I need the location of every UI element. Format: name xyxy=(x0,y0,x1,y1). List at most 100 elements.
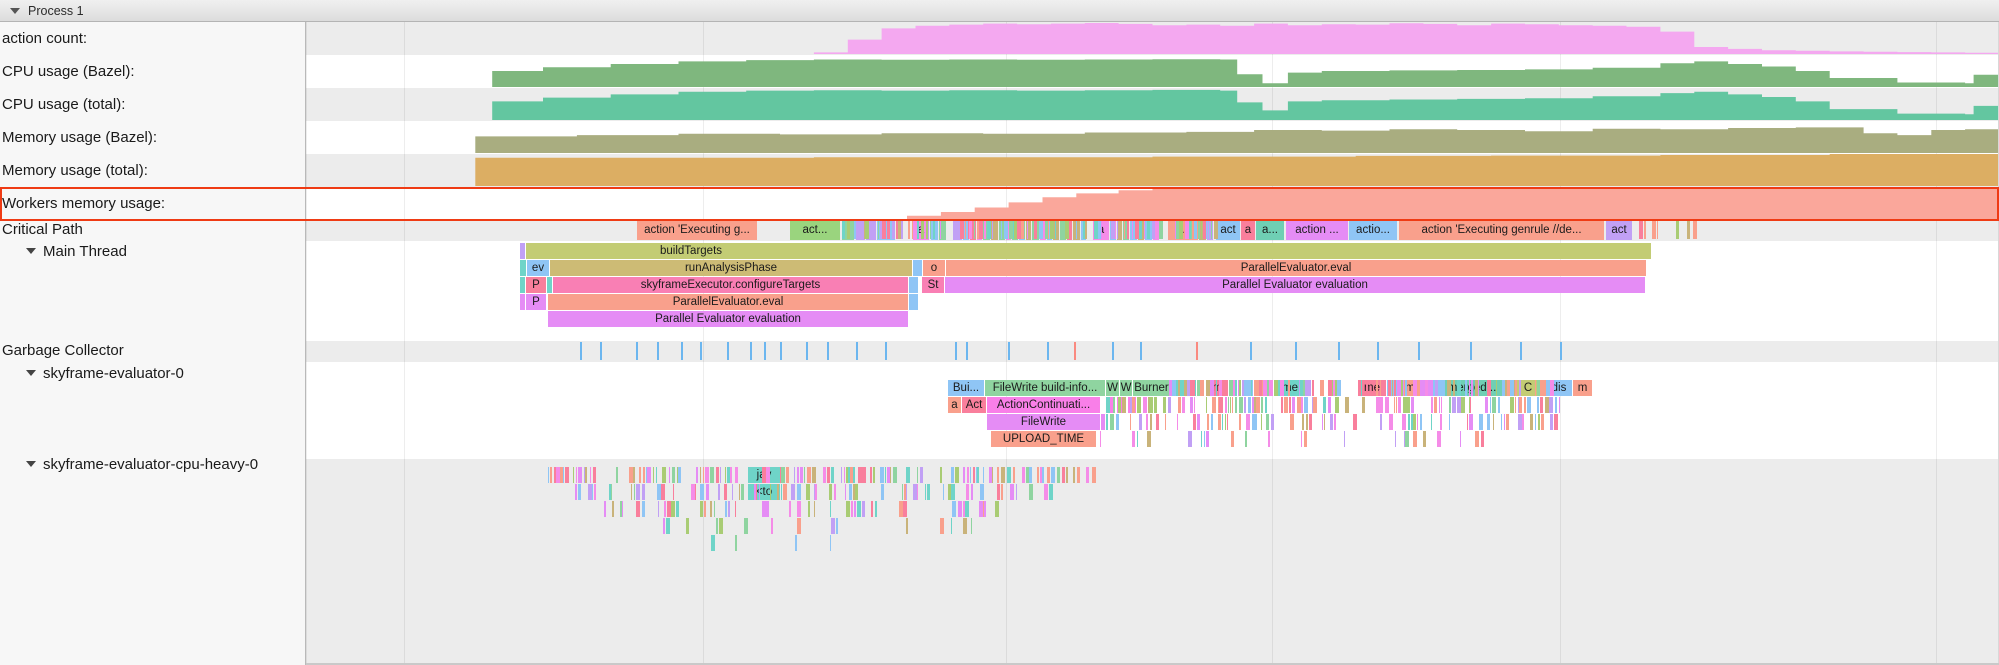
critical-path-slice[interactable] xyxy=(984,221,986,239)
skyframe-evaluator-cpu-heavy-0-slice[interactable] xyxy=(636,484,640,500)
skyframe-evaluator-0-slice[interactable] xyxy=(1292,397,1295,413)
skyframe-evaluator-cpu-heavy-0-slice[interactable] xyxy=(808,501,810,517)
critical-path-slice[interactable]: action 'Executing g... xyxy=(637,221,757,240)
skyframe-evaluator-cpu-heavy-0-slice[interactable] xyxy=(977,467,979,483)
skyframe-evaluator-0-slice[interactable] xyxy=(1150,414,1152,430)
critical-path-slice[interactable] xyxy=(983,221,990,240)
critical-path-slice[interactable] xyxy=(1135,221,1139,239)
critical-path-slice[interactable] xyxy=(1060,221,1066,240)
skyframe-evaluator-cpu-heavy-0-slice[interactable] xyxy=(973,467,975,483)
skyframe-evaluator-cpu-heavy-0-slice[interactable] xyxy=(971,484,973,500)
skyframe-evaluator-0-slice[interactable] xyxy=(1330,414,1333,430)
critical-path-slice[interactable] xyxy=(933,221,935,239)
skyframe-evaluator-cpu-heavy-0-slice[interactable] xyxy=(762,467,766,483)
skyframe-evaluator-0-slice[interactable] xyxy=(1541,380,1544,396)
skyframe-evaluator-cpu-heavy-0-slice[interactable] xyxy=(1092,467,1096,483)
skyframe-evaluator-0-slice[interactable] xyxy=(1190,397,1193,413)
skyframe-evaluator-0-slice[interactable] xyxy=(1254,397,1256,413)
skyframe-evaluator-0-slice[interactable] xyxy=(1411,397,1414,413)
skyframe-evaluator-cpu-heavy-0-slice[interactable] xyxy=(812,467,816,483)
skyframe-evaluator-0-slice[interactable] xyxy=(1487,380,1491,396)
skyframe-evaluator-cpu-heavy-0-slice[interactable] xyxy=(653,467,654,483)
skyframe-evaluator-cpu-heavy-0-slice[interactable] xyxy=(951,467,954,483)
skyframe-evaluator-0-slice[interactable] xyxy=(1404,431,1405,447)
skyframe-evaluator-cpu-heavy-0-slice[interactable] xyxy=(720,467,721,483)
critical-path-slice[interactable] xyxy=(999,221,1005,240)
skyframe-evaluator-cpu-heavy-0-slice[interactable] xyxy=(678,467,681,483)
skyframe-evaluator-cpu-heavy-0-slice[interactable] xyxy=(656,467,657,483)
skyframe-evaluator-0-slice[interactable] xyxy=(1304,397,1308,413)
skyframe-evaluator-0-slice[interactable] xyxy=(1304,431,1307,447)
skyframe-evaluator-cpu-heavy-0-slice[interactable] xyxy=(854,501,856,517)
skyframe-evaluator-0-slice[interactable] xyxy=(1330,380,1341,396)
critical-path-slice[interactable] xyxy=(1211,221,1212,239)
skyframe-evaluator-0-slice[interactable] xyxy=(1439,397,1440,413)
skyframe-evaluator-cpu-heavy-0-slice[interactable] xyxy=(836,518,838,534)
skyframe-evaluator-0-slice[interactable] xyxy=(1413,431,1417,447)
skyframe-evaluator-cpu-heavy-0-slice[interactable] xyxy=(703,467,704,483)
critical-path-slice[interactable] xyxy=(1198,221,1200,239)
skyframe-evaluator-cpu-heavy-0-slice[interactable] xyxy=(631,484,632,500)
skyframe-evaluator-cpu-heavy-0-slice[interactable] xyxy=(789,501,791,517)
skyframe-evaluator-cpu-heavy-0-slice[interactable] xyxy=(576,467,577,483)
skyframe-evaluator-0-slice[interactable] xyxy=(1461,397,1465,413)
skyframe-evaluator-cpu-heavy-0-slice[interactable] xyxy=(1029,467,1032,483)
process-expand-triangle-icon[interactable] xyxy=(10,7,20,14)
critical-path-slice[interactable] xyxy=(1132,221,1133,239)
main-thread-slice[interactable]: ev xyxy=(527,260,549,276)
skyframe-evaluator-cpu-heavy-0-slice[interactable] xyxy=(943,484,944,500)
skyframe-evaluator-0-slice[interactable] xyxy=(1440,414,1442,430)
skyframe-evaluator-0-slice[interactable] xyxy=(1361,380,1362,396)
skyframe-evaluator-0-slice[interactable] xyxy=(1299,380,1300,396)
skyframe-evaluator-cpu-heavy-0-slice[interactable] xyxy=(979,501,983,517)
skyframe-evaluator-0-slice[interactable] xyxy=(1379,397,1383,413)
skyframe-evaluator-cpu-heavy-0-slice[interactable] xyxy=(714,501,715,517)
skyframe-evaluator-cpu-heavy-0-slice[interactable] xyxy=(667,501,671,517)
skyframe-evaluator-0-slice[interactable] xyxy=(1154,397,1157,413)
skyframe-evaluator-0-slice[interactable] xyxy=(1261,414,1262,430)
skyframe-evaluator-0-slice[interactable] xyxy=(1146,414,1148,430)
skyframe-evaluator-0-slice[interactable]: UPLOAD_TIME xyxy=(991,431,1096,447)
skyframe-evaluator-cpu-heavy-0-slice[interactable] xyxy=(800,467,803,483)
skyframe-evaluator-0-slice[interactable] xyxy=(1376,397,1379,413)
skyframe-evaluator-0-slice[interactable] xyxy=(1335,397,1339,413)
skyframe-evaluator-cpu-heavy-0-slice[interactable] xyxy=(759,484,760,500)
skyframe-evaluator-0-slice[interactable]: C xyxy=(1517,380,1539,396)
skyframe-evaluator-0-slice[interactable] xyxy=(1469,397,1470,413)
critical-path-slice[interactable] xyxy=(908,221,910,239)
skyframe-evaluator-cpu-heavy-0-slice[interactable] xyxy=(902,484,903,500)
critical-path-slice[interactable] xyxy=(1017,221,1021,239)
skyframe-evaluator-0-slice[interactable] xyxy=(1397,380,1401,396)
critical-path-slice[interactable] xyxy=(880,221,882,239)
critical-path-slice[interactable] xyxy=(1117,221,1122,240)
skyframe-evaluator-0-slice[interactable] xyxy=(1312,380,1314,396)
skyframe-evaluator-cpu-heavy-0-slice[interactable] xyxy=(1057,467,1060,483)
gc-event-tick[interactable] xyxy=(806,342,808,360)
skyframe-evaluator-cpu-heavy-0-slice[interactable] xyxy=(815,484,817,500)
skyframe-evaluator-cpu-heavy-0-slice[interactable] xyxy=(951,518,952,534)
skyframe-evaluator-cpu-heavy-0-slice[interactable] xyxy=(770,484,771,500)
skyframe-evaluator-0-slice[interactable] xyxy=(1475,431,1479,447)
skyframe-evaluator-cpu-heavy-0-slice[interactable] xyxy=(904,484,906,500)
skyframe-evaluator-cpu-heavy-0-slice[interactable] xyxy=(965,501,969,517)
gc-event-tick[interactable] xyxy=(700,342,702,360)
skyframe-evaluator-0-slice[interactable] xyxy=(1172,380,1176,396)
skyframe-evaluator-cpu-heavy-0-slice[interactable] xyxy=(917,484,918,500)
main-thread-slice[interactable]: Parallel Evaluator evaluation xyxy=(945,277,1645,293)
critical-path-slice[interactable] xyxy=(1207,221,1213,240)
skyframe-evaluator-cpu-heavy-0-slice[interactable] xyxy=(700,484,704,500)
main-thread-slice[interactable]: Parallel Evaluator evaluation xyxy=(548,311,908,327)
skyframe-evaluator-0-slice[interactable] xyxy=(1168,397,1171,413)
skyframe-evaluator-cpu-heavy-0-slice[interactable] xyxy=(906,467,910,483)
skyframe-evaluator-0-slice[interactable] xyxy=(1550,414,1553,430)
skyframe-evaluator-cpu-heavy-0-slice[interactable] xyxy=(1047,467,1050,483)
track-label-cpu-usage-bazel[interactable]: CPU usage (Bazel): xyxy=(0,63,306,80)
skyframe-evaluator-0-slice[interactable] xyxy=(1297,397,1301,413)
gc-event-tick[interactable] xyxy=(750,342,752,360)
skyframe-evaluator-0-slice[interactable] xyxy=(1130,397,1132,413)
track-label-skyframe-evaluator-0[interactable]: skyframe-evaluator-0 xyxy=(0,365,306,382)
skyframe-evaluator-0-slice[interactable] xyxy=(1274,380,1278,396)
critical-path-slice[interactable] xyxy=(940,221,941,239)
skyframe-evaluator-cpu-heavy-0-slice[interactable] xyxy=(940,518,944,534)
skyframe-evaluator-0-slice[interactable] xyxy=(1334,414,1336,430)
